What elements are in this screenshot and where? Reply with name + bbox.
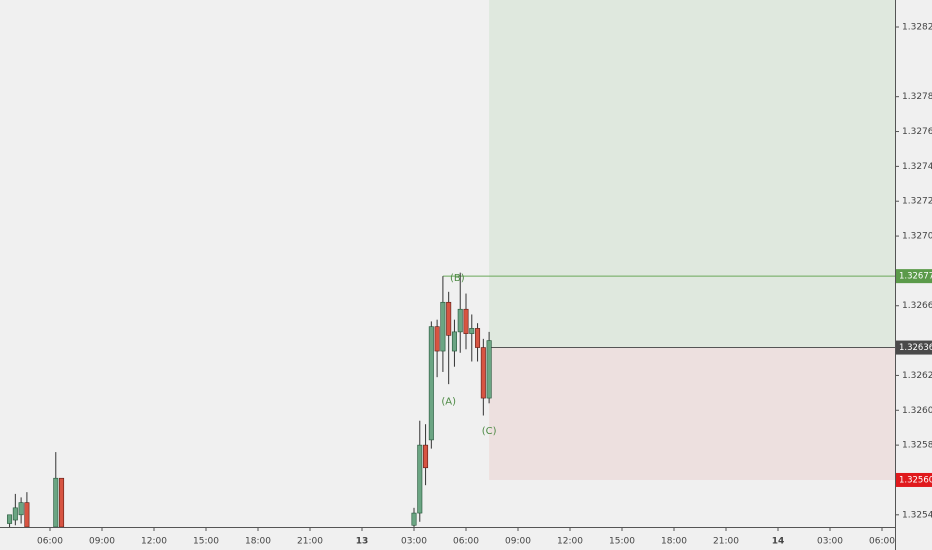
x-tick-label: 06:00	[37, 537, 63, 547]
candle-body	[411, 512, 417, 526]
price-badge	[896, 340, 932, 355]
candle-body	[12, 507, 18, 521]
candle-body	[434, 326, 440, 352]
candle-body	[59, 477, 65, 528]
profit-zone	[489, 0, 895, 348]
y-tick-label: 1.32660	[902, 301, 932, 311]
x-tick-label: 18:00	[661, 537, 687, 547]
y-tick-label: 1.32540	[902, 510, 932, 520]
y-tick-label: 1.32740	[902, 162, 932, 172]
x-tick-label: 06:00	[869, 537, 895, 547]
candle-body	[451, 331, 457, 352]
candle-body	[428, 326, 434, 441]
x-tick-label: 09:00	[89, 537, 115, 547]
price-badge	[896, 472, 932, 487]
price-badge-label: 1.32560	[899, 475, 932, 485]
x-tick-label: 03:00	[401, 537, 427, 547]
x-tick-label: 09:00	[505, 537, 531, 547]
y-tick-label: 1.32760	[902, 127, 932, 137]
x-tick-label: 12:00	[557, 537, 583, 547]
candle-body	[423, 444, 429, 469]
y-tick-label: 1.32720	[902, 197, 932, 207]
y-tick-label: 1.32580	[902, 441, 932, 451]
x-tick-label: 13	[356, 537, 369, 547]
x-tick-label: 21:00	[297, 537, 323, 547]
candle-body	[417, 444, 423, 514]
time-axis	[0, 527, 895, 550]
y-tick-label: 1.32700	[902, 232, 932, 242]
y-tick-label: 1.32600	[902, 406, 932, 416]
x-tick-label: 03:00	[817, 537, 843, 547]
y-tick-label: 1.32620	[902, 371, 932, 381]
candle-body	[53, 477, 59, 528]
candle-body	[463, 308, 469, 334]
price-badge-label: 1.32677	[899, 272, 932, 282]
candle-body	[440, 301, 446, 352]
candle-body	[457, 308, 463, 333]
wave-label: (B)	[450, 273, 465, 284]
candle-body	[18, 502, 24, 516]
x-tick-label: 15:00	[193, 537, 219, 547]
loss-zone	[489, 347, 895, 480]
candle-body	[480, 347, 486, 399]
candle-body	[7, 514, 13, 524]
candle-body	[446, 301, 452, 336]
x-tick-label: 15:00	[609, 537, 635, 547]
x-tick-label: 06:00	[453, 537, 479, 547]
y-tick-label: 1.32780	[902, 92, 932, 102]
price-badge	[896, 269, 932, 284]
price-badge-label: 1.32636	[899, 343, 932, 353]
x-tick-label: 12:00	[141, 537, 167, 547]
wave-label: (C)	[482, 426, 497, 437]
wave-label: (A)	[441, 397, 456, 408]
candle-body	[486, 340, 492, 399]
x-tick-label: 14	[772, 537, 785, 547]
candle-body	[475, 328, 481, 348]
x-tick-label: 21:00	[713, 537, 739, 547]
candle-body	[469, 328, 475, 334]
x-tick-label: 18:00	[245, 537, 271, 547]
candle-body	[24, 502, 30, 528]
